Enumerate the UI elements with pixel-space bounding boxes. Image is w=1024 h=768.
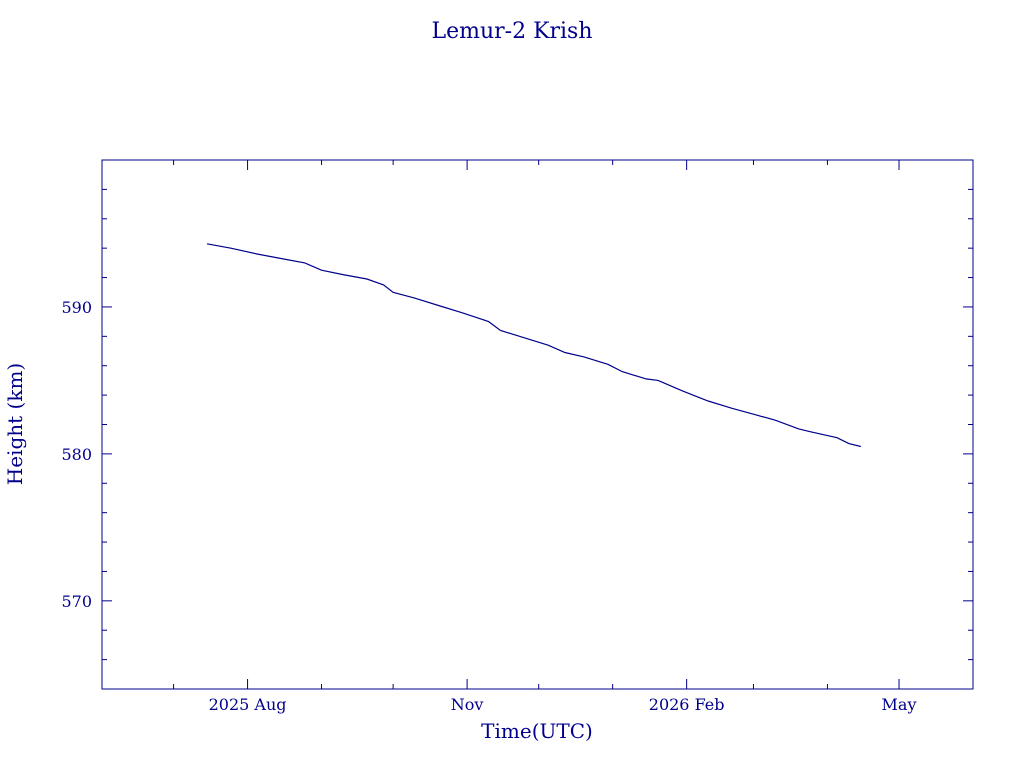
chart-title: Lemur-2 Krish — [431, 19, 592, 44]
x-axis-label: Time(UTC) — [481, 719, 593, 743]
x-tick-label: 2025 Aug — [209, 695, 287, 714]
x-tick-label: 2026 Feb — [649, 695, 725, 714]
series-line — [206, 243, 861, 448]
x-tick-labels: 2025 Aug Nov 2026 Feb May — [209, 695, 917, 714]
y-tick-label: 590 — [61, 298, 92, 317]
y-tick-label: 570 — [61, 592, 92, 611]
y-axis-label: Height (km) — [3, 363, 27, 485]
axis-ticks — [101, 159, 974, 690]
y-tick-label: 580 — [61, 445, 92, 464]
y-tick-labels: 570 580 590 — [61, 298, 92, 611]
x-tick-label: May — [882, 695, 917, 714]
x-tick-label: Nov — [451, 695, 484, 714]
plot-frame — [101, 159, 974, 690]
